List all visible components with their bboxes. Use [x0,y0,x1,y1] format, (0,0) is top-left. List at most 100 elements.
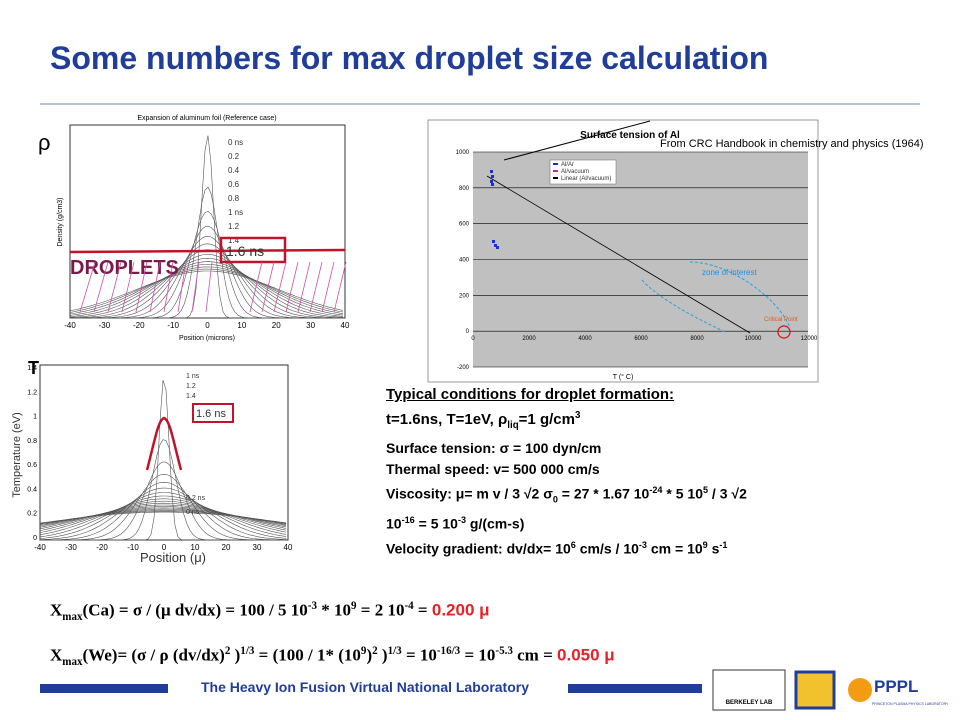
curve-label: 0.6 [228,180,240,189]
hatch [79,261,96,313]
axis-label: T (° C) [613,373,634,381]
y-tick-label: 200 [459,293,470,299]
logo-text: PRINCETON PLASMA PHYSICS LABORATORY [872,702,949,706]
curve-label: 0 ns [228,138,243,147]
curve [69,264,344,316]
x-tick-label: 0 [471,336,475,342]
text-run: ) [230,645,241,665]
curve [39,502,287,531]
x-tick-label: 8000 [690,336,704,342]
y-tick-label: -200 [457,365,470,371]
x-tick-label: 4000 [578,336,592,342]
x-tick-label: -30 [99,321,111,330]
y-tick-label: 400 [459,258,470,264]
y-tick-label: 0 [466,329,470,335]
curve [39,498,287,536]
text-run: 1/3 [387,645,402,657]
axis-label: Density (g/cm3) [57,197,64,246]
data-point [492,240,495,243]
condition-line: t=1.6ns, T=1eV, ρliq=1 g/cm3 [386,405,747,436]
text-run: cm/s / 10 [575,540,639,557]
logo-text: PPPL [874,677,918,696]
curve [69,257,344,318]
hatch [177,261,187,313]
annotation: 1.6 ns [196,408,226,420]
footer-bar [568,684,702,693]
y-tick-label: 1.4 [27,365,37,372]
logo [712,669,786,711]
curve-label: 0.2 [228,152,240,161]
text-run: -16 [401,515,415,526]
chart-title: Surface tension of Al [580,130,680,141]
legend-swatch [553,163,558,165]
formula: Xmax(Ca) = σ / (μ dv/dx) = 100 / 5 10-3 … [50,600,490,623]
x-tick-label: 0 [162,543,167,552]
text-run: = 5 10 [414,516,458,533]
text-run: = 10 [401,645,437,665]
curve [39,507,287,527]
curve [70,243,343,319]
legend-swatch [553,170,558,172]
rho-label: ρ [38,130,51,155]
text-run: g/(cm-s) [466,516,525,533]
x-tick-label: -30 [65,543,77,552]
x-tick-label: -40 [34,543,46,552]
highlight-curve [145,416,183,471]
axis-label: Temperature (eV) [11,412,23,498]
x-tick-label: 20 [272,321,281,330]
text-run: * 10 [317,600,351,620]
curve-label: 1 ns [186,373,200,380]
text-run: 6 [570,540,576,551]
text-run: * 5 10 [662,485,703,502]
curve [39,511,287,524]
text-run: 5 [702,485,709,495]
text-run: cm = [512,645,558,665]
hatch [121,261,135,313]
x-tick-label: 12000 [801,336,818,342]
y-tick-label: 1000 [456,150,470,156]
text-run: Thermal speed: v= 500 000 cm/s [386,461,600,477]
text-run: -5.3 [495,645,513,657]
zone-outline [641,261,791,333]
hatch [93,261,109,313]
text-run: t=1.6ns, T=1eV, ρ [386,411,508,428]
hatch [249,261,263,313]
curve-label: 0.4 [228,166,240,175]
y-tick-label: 800 [459,186,470,192]
annotation: 1.6 ns [226,243,264,259]
curve [39,510,287,524]
text-run: X [50,600,63,620]
curve-label: 1.4 [186,393,196,400]
legend-swatch [553,177,558,179]
annotation: zone of interest [702,268,757,277]
curve [39,492,287,539]
hatch [309,261,323,313]
x-tick-label: -20 [96,543,108,552]
hatch [285,261,299,313]
y-tick-label: 1.2 [27,389,37,396]
y-tick-label: 0.2 [27,511,37,518]
text-run: = (100 / 1* (10 [254,645,361,665]
curve [69,266,344,315]
logo-sun [848,678,872,702]
curve [39,487,287,540]
curve [69,261,344,317]
y-tick-label: 0.6 [27,462,37,469]
conditions: Typical conditions for droplet formation… [386,386,747,560]
curve-label: 1.2 [228,222,240,231]
x-tick-label: -10 [167,321,179,330]
curve [39,481,286,541]
hatch [191,261,200,313]
text-run: 2 [224,645,231,657]
condition-line: Thermal speed: v= 500 000 cm/s [386,459,747,480]
legend-label: Al/Ar [561,162,574,168]
hatch [297,261,311,313]
plot-title: Expansion of aluminum foil (Reference ca… [137,115,276,122]
text-run: = 10 [460,645,496,665]
text-run: ) [366,645,373,665]
hatch [333,261,347,313]
legend-label: Linear (Al/vacuum) [561,176,611,182]
curve [70,135,343,319]
text-run: 0 [552,494,558,505]
